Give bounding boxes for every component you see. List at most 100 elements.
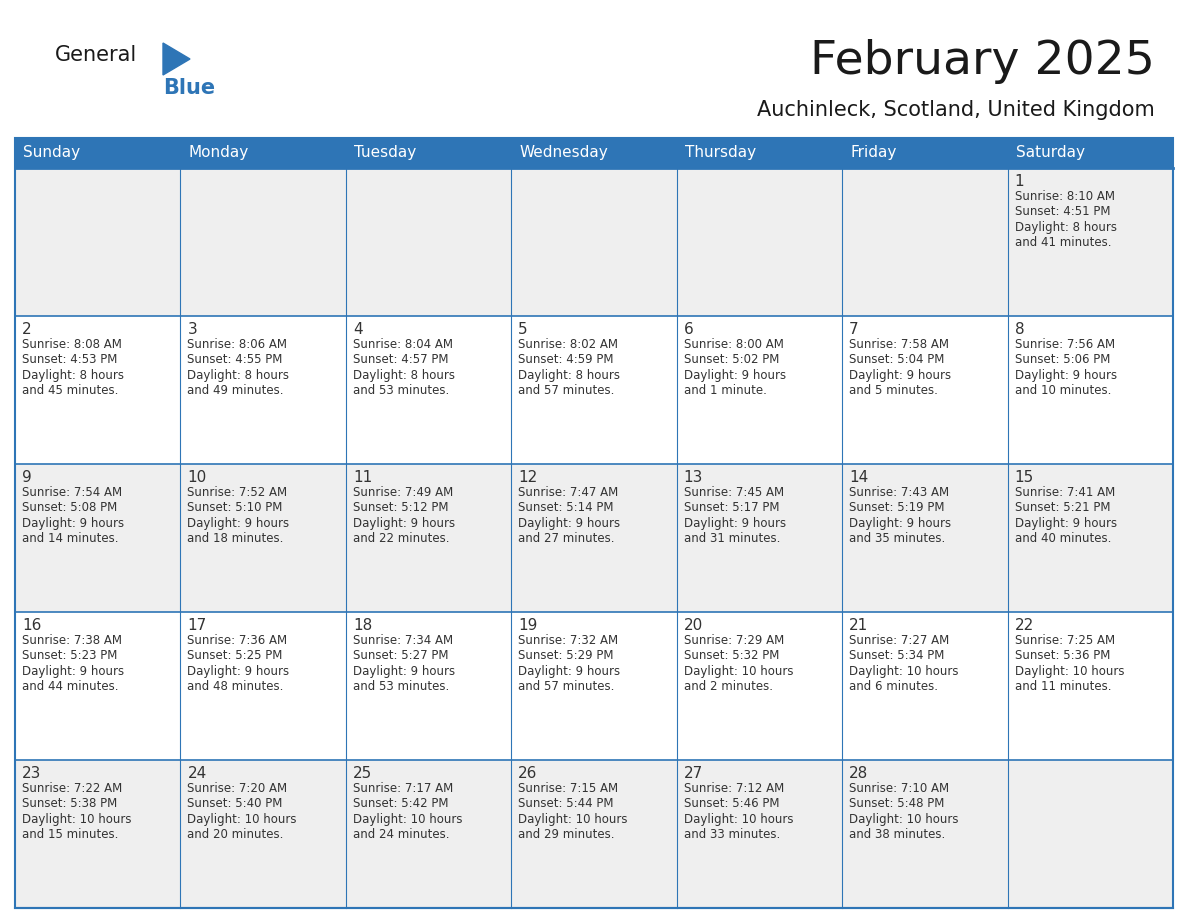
Text: Daylight: 10 hours: Daylight: 10 hours bbox=[684, 665, 794, 677]
Text: Sunset: 5:23 PM: Sunset: 5:23 PM bbox=[23, 649, 118, 662]
Polygon shape bbox=[163, 43, 190, 75]
Text: Sunset: 5:32 PM: Sunset: 5:32 PM bbox=[684, 649, 779, 662]
Text: 26: 26 bbox=[518, 766, 538, 780]
Text: and 29 minutes.: and 29 minutes. bbox=[518, 828, 614, 841]
Text: and 40 minutes.: and 40 minutes. bbox=[1015, 532, 1111, 545]
Text: 21: 21 bbox=[849, 618, 868, 633]
Text: and 20 minutes.: and 20 minutes. bbox=[188, 828, 284, 841]
Text: Daylight: 10 hours: Daylight: 10 hours bbox=[188, 812, 297, 825]
Text: 15: 15 bbox=[1015, 469, 1034, 485]
Text: Sunrise: 7:27 AM: Sunrise: 7:27 AM bbox=[849, 633, 949, 646]
Text: and 33 minutes.: and 33 minutes. bbox=[684, 828, 781, 841]
Text: and 48 minutes.: and 48 minutes. bbox=[188, 680, 284, 693]
Text: Sunrise: 7:36 AM: Sunrise: 7:36 AM bbox=[188, 633, 287, 646]
Text: 16: 16 bbox=[23, 618, 42, 633]
Text: and 49 minutes.: and 49 minutes. bbox=[188, 384, 284, 397]
Text: 25: 25 bbox=[353, 766, 372, 780]
Text: Sunrise: 7:32 AM: Sunrise: 7:32 AM bbox=[518, 633, 619, 646]
Text: 23: 23 bbox=[23, 766, 42, 780]
Text: Sunset: 5:42 PM: Sunset: 5:42 PM bbox=[353, 797, 448, 810]
Text: 9: 9 bbox=[23, 469, 32, 485]
Text: Sunset: 4:59 PM: Sunset: 4:59 PM bbox=[518, 353, 614, 366]
Text: Daylight: 9 hours: Daylight: 9 hours bbox=[684, 368, 785, 382]
Text: Sunrise: 8:02 AM: Sunrise: 8:02 AM bbox=[518, 338, 618, 351]
Text: and 41 minutes.: and 41 minutes. bbox=[1015, 236, 1111, 249]
Text: Sunset: 5:14 PM: Sunset: 5:14 PM bbox=[518, 501, 614, 514]
Text: Sunset: 5:04 PM: Sunset: 5:04 PM bbox=[849, 353, 944, 366]
Text: Sunset: 5:02 PM: Sunset: 5:02 PM bbox=[684, 353, 779, 366]
Text: Sunset: 4:57 PM: Sunset: 4:57 PM bbox=[353, 353, 448, 366]
Text: and 24 minutes.: and 24 minutes. bbox=[353, 828, 449, 841]
Text: Sunset: 5:06 PM: Sunset: 5:06 PM bbox=[1015, 353, 1110, 366]
Text: Sunday: Sunday bbox=[23, 145, 80, 161]
Text: Daylight: 9 hours: Daylight: 9 hours bbox=[188, 517, 290, 530]
Text: Sunrise: 7:52 AM: Sunrise: 7:52 AM bbox=[188, 486, 287, 498]
Text: Daylight: 9 hours: Daylight: 9 hours bbox=[1015, 517, 1117, 530]
Text: 22: 22 bbox=[1015, 618, 1034, 633]
Text: Blue: Blue bbox=[163, 78, 215, 98]
Text: and 35 minutes.: and 35 minutes. bbox=[849, 532, 946, 545]
Text: Sunset: 5:46 PM: Sunset: 5:46 PM bbox=[684, 797, 779, 810]
Text: Sunrise: 7:29 AM: Sunrise: 7:29 AM bbox=[684, 633, 784, 646]
Text: 14: 14 bbox=[849, 469, 868, 485]
Text: Daylight: 9 hours: Daylight: 9 hours bbox=[518, 665, 620, 677]
Text: and 2 minutes.: and 2 minutes. bbox=[684, 680, 772, 693]
Text: Sunrise: 8:00 AM: Sunrise: 8:00 AM bbox=[684, 338, 784, 351]
Text: 5: 5 bbox=[518, 321, 527, 337]
Text: Sunset: 4:55 PM: Sunset: 4:55 PM bbox=[188, 353, 283, 366]
Text: and 44 minutes.: and 44 minutes. bbox=[23, 680, 119, 693]
Text: and 10 minutes.: and 10 minutes. bbox=[1015, 384, 1111, 397]
Text: Sunrise: 7:56 AM: Sunrise: 7:56 AM bbox=[1015, 338, 1114, 351]
Text: 19: 19 bbox=[518, 618, 538, 633]
Text: Sunrise: 7:38 AM: Sunrise: 7:38 AM bbox=[23, 633, 122, 646]
Text: Daylight: 9 hours: Daylight: 9 hours bbox=[1015, 368, 1117, 382]
Bar bbox=[15, 760, 1173, 908]
Text: and 38 minutes.: and 38 minutes. bbox=[849, 828, 946, 841]
Text: Daylight: 8 hours: Daylight: 8 hours bbox=[353, 368, 455, 382]
Bar bbox=[15, 464, 1173, 612]
Text: Sunset: 5:40 PM: Sunset: 5:40 PM bbox=[188, 797, 283, 810]
Text: 2: 2 bbox=[23, 321, 32, 337]
Text: Sunset: 4:51 PM: Sunset: 4:51 PM bbox=[1015, 205, 1110, 218]
Text: and 14 minutes.: and 14 minutes. bbox=[23, 532, 119, 545]
Text: Sunset: 5:44 PM: Sunset: 5:44 PM bbox=[518, 797, 614, 810]
Bar bbox=[15, 138, 1173, 168]
Text: Sunrise: 7:54 AM: Sunrise: 7:54 AM bbox=[23, 486, 122, 498]
Text: 6: 6 bbox=[684, 321, 694, 337]
Text: Sunset: 5:10 PM: Sunset: 5:10 PM bbox=[188, 501, 283, 514]
Text: Sunrise: 7:25 AM: Sunrise: 7:25 AM bbox=[1015, 633, 1114, 646]
Text: Daylight: 9 hours: Daylight: 9 hours bbox=[188, 665, 290, 677]
Text: Sunset: 5:48 PM: Sunset: 5:48 PM bbox=[849, 797, 944, 810]
Text: and 5 minutes.: and 5 minutes. bbox=[849, 384, 939, 397]
Text: Daylight: 10 hours: Daylight: 10 hours bbox=[849, 665, 959, 677]
Text: and 31 minutes.: and 31 minutes. bbox=[684, 532, 781, 545]
Text: Thursday: Thursday bbox=[684, 145, 756, 161]
Text: and 1 minute.: and 1 minute. bbox=[684, 384, 766, 397]
Text: Sunrise: 8:06 AM: Sunrise: 8:06 AM bbox=[188, 338, 287, 351]
Text: Sunset: 5:19 PM: Sunset: 5:19 PM bbox=[849, 501, 944, 514]
Text: Daylight: 8 hours: Daylight: 8 hours bbox=[188, 368, 290, 382]
Text: Daylight: 10 hours: Daylight: 10 hours bbox=[1015, 665, 1124, 677]
Text: Monday: Monday bbox=[189, 145, 248, 161]
Text: 20: 20 bbox=[684, 618, 703, 633]
Text: and 11 minutes.: and 11 minutes. bbox=[1015, 680, 1111, 693]
Text: Daylight: 10 hours: Daylight: 10 hours bbox=[353, 812, 462, 825]
Text: Sunset: 5:08 PM: Sunset: 5:08 PM bbox=[23, 501, 118, 514]
Text: Daylight: 9 hours: Daylight: 9 hours bbox=[849, 368, 952, 382]
Text: Sunset: 5:12 PM: Sunset: 5:12 PM bbox=[353, 501, 448, 514]
Text: 7: 7 bbox=[849, 321, 859, 337]
Bar bbox=[15, 138, 1173, 908]
Text: Sunset: 5:21 PM: Sunset: 5:21 PM bbox=[1015, 501, 1110, 514]
Text: Sunrise: 7:43 AM: Sunrise: 7:43 AM bbox=[849, 486, 949, 498]
Text: Daylight: 9 hours: Daylight: 9 hours bbox=[684, 517, 785, 530]
Text: Sunset: 4:53 PM: Sunset: 4:53 PM bbox=[23, 353, 118, 366]
Bar bbox=[15, 316, 1173, 464]
Text: 10: 10 bbox=[188, 469, 207, 485]
Text: 11: 11 bbox=[353, 469, 372, 485]
Text: Daylight: 9 hours: Daylight: 9 hours bbox=[23, 517, 124, 530]
Text: Sunrise: 7:22 AM: Sunrise: 7:22 AM bbox=[23, 781, 122, 794]
Text: Sunrise: 7:49 AM: Sunrise: 7:49 AM bbox=[353, 486, 453, 498]
Text: Sunrise: 8:08 AM: Sunrise: 8:08 AM bbox=[23, 338, 122, 351]
Text: Auchinleck, Scotland, United Kingdom: Auchinleck, Scotland, United Kingdom bbox=[757, 100, 1155, 120]
Text: and 45 minutes.: and 45 minutes. bbox=[23, 384, 119, 397]
